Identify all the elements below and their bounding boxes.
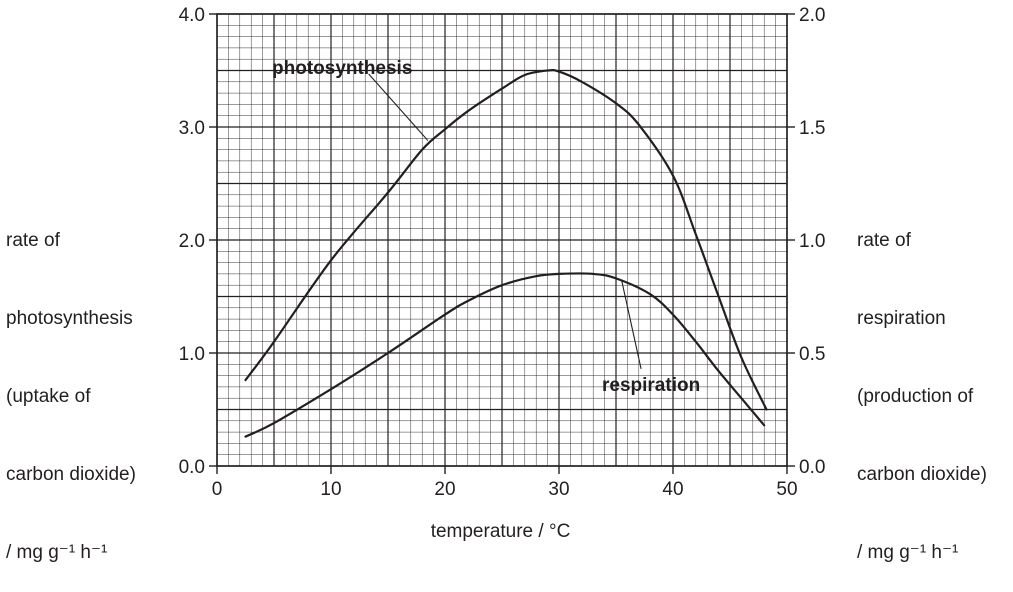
series-lines [244,68,768,438]
photosynthesis-curve [244,68,768,411]
left-y-tick-label: 1.0 [179,344,205,365]
right-y-tick-label: 0.5 [799,344,825,365]
right-y-tick-label: 1.0 [799,231,825,252]
right-y-tick-label: 2.0 [799,5,825,26]
left-y-tick-label: 3.0 [179,118,205,139]
respiration-curve [244,272,766,438]
x-tick-label: 0 [212,479,223,500]
right-y-label-line: carbon dioxide) [857,464,987,485]
right-y-label-unit: / mg g⁻¹ h⁻¹ [857,542,959,563]
right-y-label-line: respiration [857,308,946,329]
left-y-label-line: photosynthesis [6,308,133,329]
left-y-label-unit: / mg g⁻¹ h⁻¹ [6,542,108,563]
respiration-leader-line [621,280,642,369]
left-y-label-line: carbon dioxide) [6,464,136,485]
left-y-tick-label: 2.0 [179,231,205,252]
right-y-tick-label: 1.5 [799,118,825,139]
right-y-label-line: rate of [857,230,911,251]
tick-marks [209,13,795,474]
photosynthesis-label: photosynthesis [272,58,412,79]
right-y-label-line: (production of [857,386,974,407]
chart: 0 10 20 30 40 500.01.02.03.04.00.00.51.01.52.… [179,5,826,500]
tick-labels: 0 10 20 30 40 500.01.02.03.04.00.00.51.01.52.… [179,5,826,500]
left-y-label-line: rate of [6,230,60,251]
x-axis-title: temperature / °C [430,521,571,542]
x-axis-title-wrap: temperature / °C [0,521,1013,543]
annotations: photosynthesis respiration [272,58,700,396]
x-tick-label: 40 [662,479,683,500]
respiration-label: respiration [602,375,700,396]
left-y-tick-label: 0.0 [179,457,205,478]
x-tick-label: 50 [776,479,797,500]
left-y-axis-label: rate of photosynthesis (uptake of carbon… [6,176,136,592]
left-y-label-line: (uptake of [6,386,91,407]
x-tick-label: 10 [320,479,341,500]
photosynthesis-leader-line [368,73,429,141]
left-y-tick-label: 4.0 [179,5,205,26]
x-tick-label: 20 [434,479,455,500]
right-y-tick-label: 0.0 [799,457,825,478]
x-tick-label: 30 [548,479,569,500]
